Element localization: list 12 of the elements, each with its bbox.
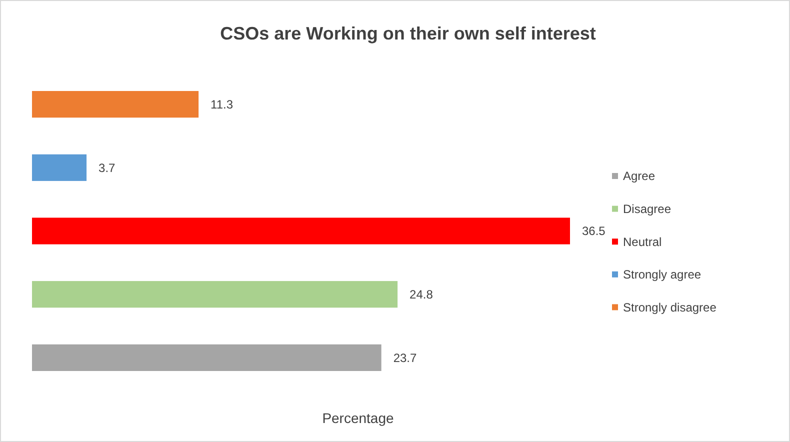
legend-label: Neutral [623,234,662,249]
chart-title: CSOs are Working on their own self interest [220,23,596,44]
x-axis-title: Percentage [322,410,394,426]
data-label: 24.8 [410,288,434,302]
legend-label: Strongly agree [623,268,702,282]
legend-label: Agree [623,169,656,184]
data-label: 11.3 [210,98,234,112]
data-label: 23.7 [393,350,418,365]
legend-label: Disagree [623,202,672,216]
data-label: 3.7 [98,160,116,175]
data-label: 36.5 [582,224,606,238]
legend-label: Strongly disagree [623,300,717,314]
